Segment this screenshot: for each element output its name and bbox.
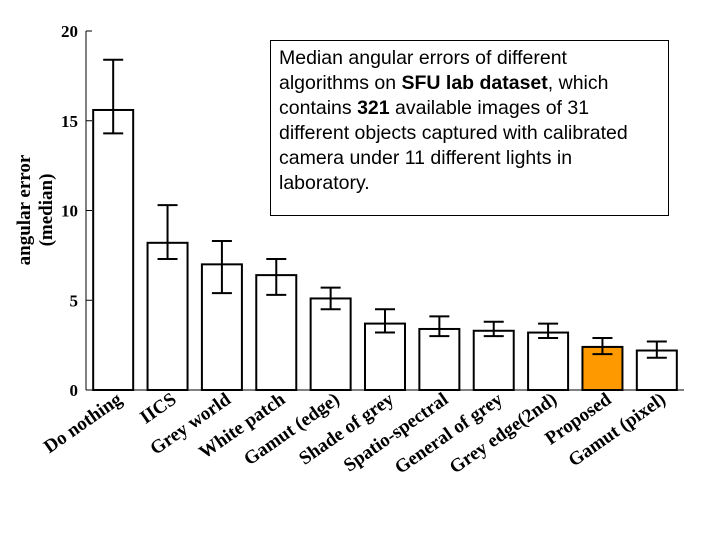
bars [92,108,678,392]
bar-iics [146,241,189,391]
annotation-image-count: 321 [357,97,390,119]
error-bars [103,58,667,359]
bar-general-of-grey [472,329,515,392]
annotation-text-3: available images of 31 different objects… [279,97,628,194]
chart-annotation-box: Median angular errors of different algor… [270,40,669,216]
x-category-label: Do nothing [40,389,126,458]
bar-shade-of-grey [364,322,406,391]
y-tick-label: 20 [61,22,78,41]
annotation-dataset-name: SFU lab dataset [401,72,548,94]
y-axis-label-line1: angular error [14,154,35,265]
bar-spatio-spectral [418,327,461,391]
y-tick-label: 10 [61,202,78,221]
y-ticks: 0 5 10 15 20 [61,22,92,400]
bar-gamut-edge [309,297,352,391]
annotation-text-2: , which contains [279,72,609,119]
bar-do-nothing [92,108,135,391]
bar-grey-edge-2nd [527,331,570,391]
y-tick-label: 5 [70,291,79,310]
y-tick-label: 0 [70,381,79,400]
y-axis-label-line2: (median) [36,174,57,247]
annotation-text-1: Median angular errors of different algor… [279,47,567,94]
y-tick-label: 15 [61,112,78,131]
